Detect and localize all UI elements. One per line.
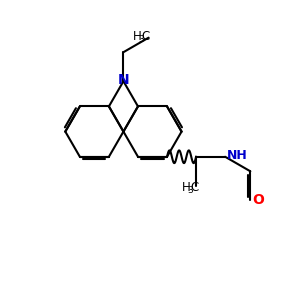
Text: N: N bbox=[118, 73, 129, 87]
Text: H: H bbox=[133, 30, 142, 43]
Text: 3: 3 bbox=[187, 186, 193, 195]
Text: O: O bbox=[252, 194, 264, 207]
Text: 3: 3 bbox=[139, 35, 144, 44]
Text: C: C bbox=[142, 30, 150, 43]
Text: H: H bbox=[182, 181, 190, 194]
Text: C: C bbox=[190, 181, 199, 194]
Text: NH: NH bbox=[226, 149, 247, 162]
